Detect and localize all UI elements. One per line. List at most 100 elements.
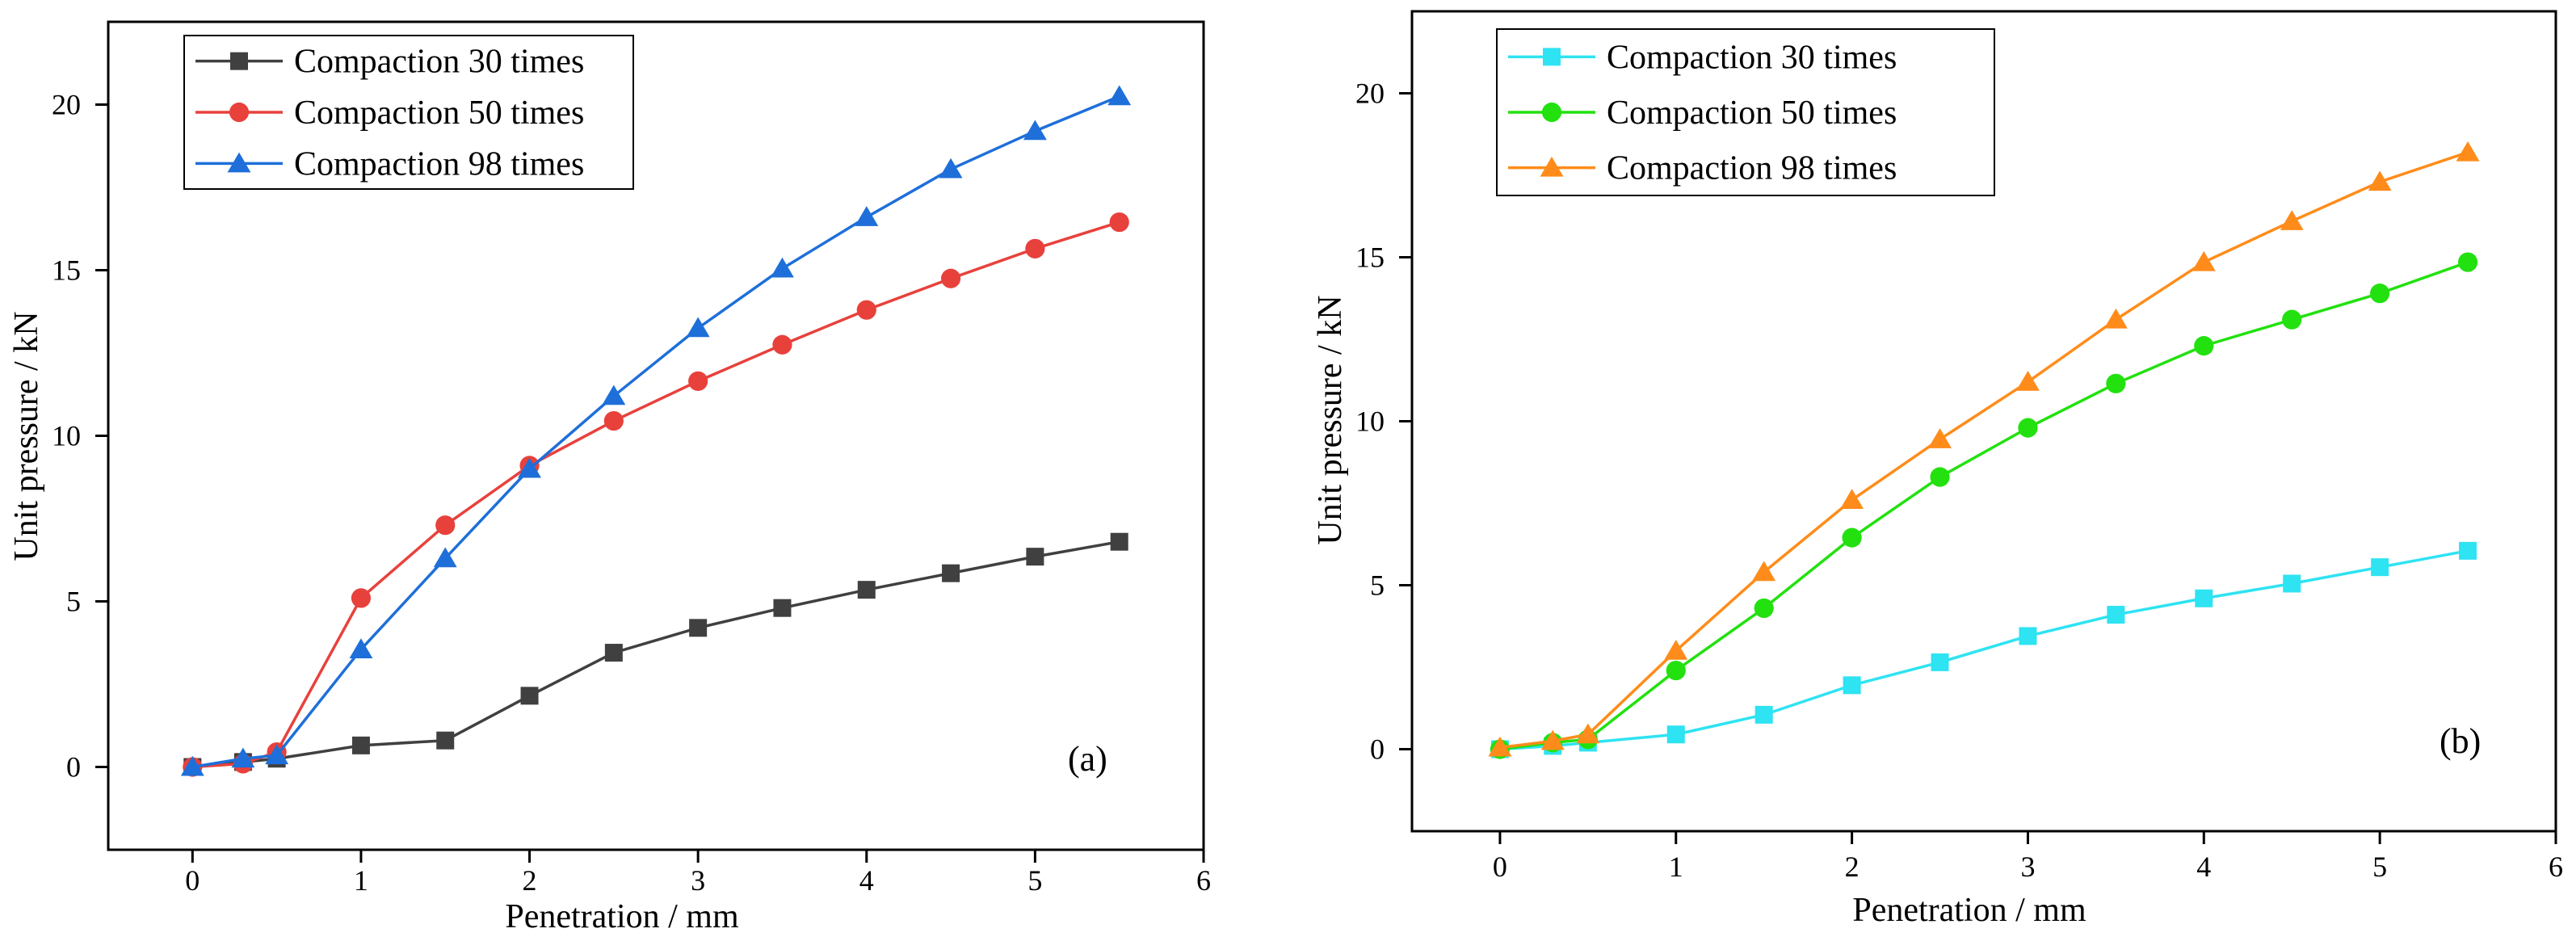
y-tick-label: 20 (52, 89, 81, 121)
data-point (436, 731, 455, 750)
x-tick-label: 3 (2020, 851, 2035, 883)
data-point (2370, 284, 2390, 304)
x-tick-label: 5 (2372, 851, 2387, 883)
data-point (1752, 561, 1776, 582)
series-3 (1488, 141, 2480, 757)
series-line (1499, 549, 2469, 751)
data-point (689, 619, 708, 637)
data-point (1842, 527, 1862, 548)
y-tick-label: 20 (1355, 78, 1385, 110)
data-point (2103, 308, 2128, 329)
data-point (2283, 574, 2301, 593)
legend-entry-label: Compaction 50 times (294, 95, 584, 132)
data-point (2019, 627, 2037, 645)
data-point (2016, 371, 2040, 391)
y-tick-label: 10 (1355, 405, 1385, 438)
y-tick-label: 0 (66, 751, 81, 784)
data-point (771, 257, 794, 278)
x-tick-label: 5 (1027, 864, 1042, 897)
data-point (2018, 418, 2038, 438)
legend-marker (227, 152, 251, 173)
data-point (1023, 120, 1047, 141)
data-point (2194, 336, 2214, 356)
series-1 (1490, 541, 2477, 758)
data-point (686, 317, 710, 338)
legend-marker (230, 52, 248, 70)
data-point (2280, 210, 2304, 230)
y-tick-label: 15 (1355, 242, 1385, 274)
data-point (1840, 489, 1864, 509)
data-point (1540, 729, 1565, 750)
data-point (351, 736, 370, 754)
x-tick-label: 0 (185, 864, 200, 897)
x-axis-title: Penetration / mm (1852, 892, 2086, 929)
data-point (1110, 532, 1128, 551)
data-point (231, 747, 255, 768)
data-point (1666, 660, 1686, 681)
y-tick-label: 15 (52, 254, 81, 287)
x-tick-label: 2 (1845, 851, 1860, 883)
x-tick-label: 0 (1493, 851, 1507, 883)
y-tick-label: 10 (52, 420, 81, 452)
x-tick-label: 3 (691, 864, 705, 897)
data-point (349, 638, 373, 658)
data-point (1107, 85, 1132, 106)
data-point (1576, 723, 1600, 744)
data-point (265, 744, 289, 765)
y-tick-label: 5 (66, 586, 81, 618)
data-point (351, 588, 372, 608)
data-point (180, 755, 204, 776)
data-point (2459, 541, 2477, 560)
data-point (1026, 548, 1044, 566)
legend-marker (229, 102, 250, 123)
legend-entry-label: Compaction 30 times (1607, 39, 1897, 76)
legend-marker (1540, 156, 1564, 177)
y-tick-label: 5 (1370, 569, 1385, 602)
series-line (1499, 150, 2469, 750)
data-point (603, 410, 624, 431)
data-point (2195, 589, 2213, 607)
data-point (942, 564, 960, 582)
data-point (1931, 653, 1949, 671)
y-axis-title: Unit pressure / kN (1312, 295, 1349, 544)
data-point (857, 581, 876, 599)
data-point (518, 457, 541, 478)
data-point (855, 206, 879, 226)
data-point (2368, 170, 2392, 191)
legend-entry-label: Compaction 98 times (294, 145, 584, 183)
legend-entry-label: Compaction 98 times (1607, 150, 1897, 187)
data-point (1664, 639, 1688, 660)
data-point (1025, 238, 1045, 258)
series-2 (1490, 252, 2478, 759)
data-point (433, 547, 457, 568)
data-point (2456, 141, 2480, 162)
legend: Compaction 30 times Compaction 50 times Co… (183, 35, 634, 190)
data-point (2457, 252, 2478, 272)
data-point (2191, 250, 2216, 271)
data-point (1843, 676, 1861, 695)
series-line (1499, 260, 2469, 751)
data-point (773, 599, 792, 617)
y-tick-label: 0 (1370, 733, 1385, 766)
data-point (435, 515, 456, 536)
x-tick-label: 6 (1196, 864, 1211, 897)
data-point (1754, 705, 1773, 724)
data-point (602, 384, 626, 405)
x-tick-label: 2 (523, 864, 537, 897)
legend-marker (1543, 48, 1561, 66)
panel-label: (b) (2439, 721, 2481, 761)
series-line (192, 95, 1120, 769)
data-point (688, 371, 708, 391)
data-point (939, 158, 963, 179)
y-axis-title: Unit pressure / kN (8, 311, 45, 561)
data-point (772, 334, 792, 355)
x-tick-label: 6 (2549, 851, 2563, 883)
legend: Compaction 30 times Compaction 50 times Co… (1496, 28, 1995, 196)
data-point (940, 268, 961, 288)
data-point (2371, 558, 2389, 577)
legend-entry-label: Compaction 30 times (294, 44, 584, 81)
panel-label: (a) (1068, 739, 1107, 779)
x-tick-label: 1 (354, 864, 368, 897)
x-axis-title: Penetration / mm (505, 898, 739, 935)
